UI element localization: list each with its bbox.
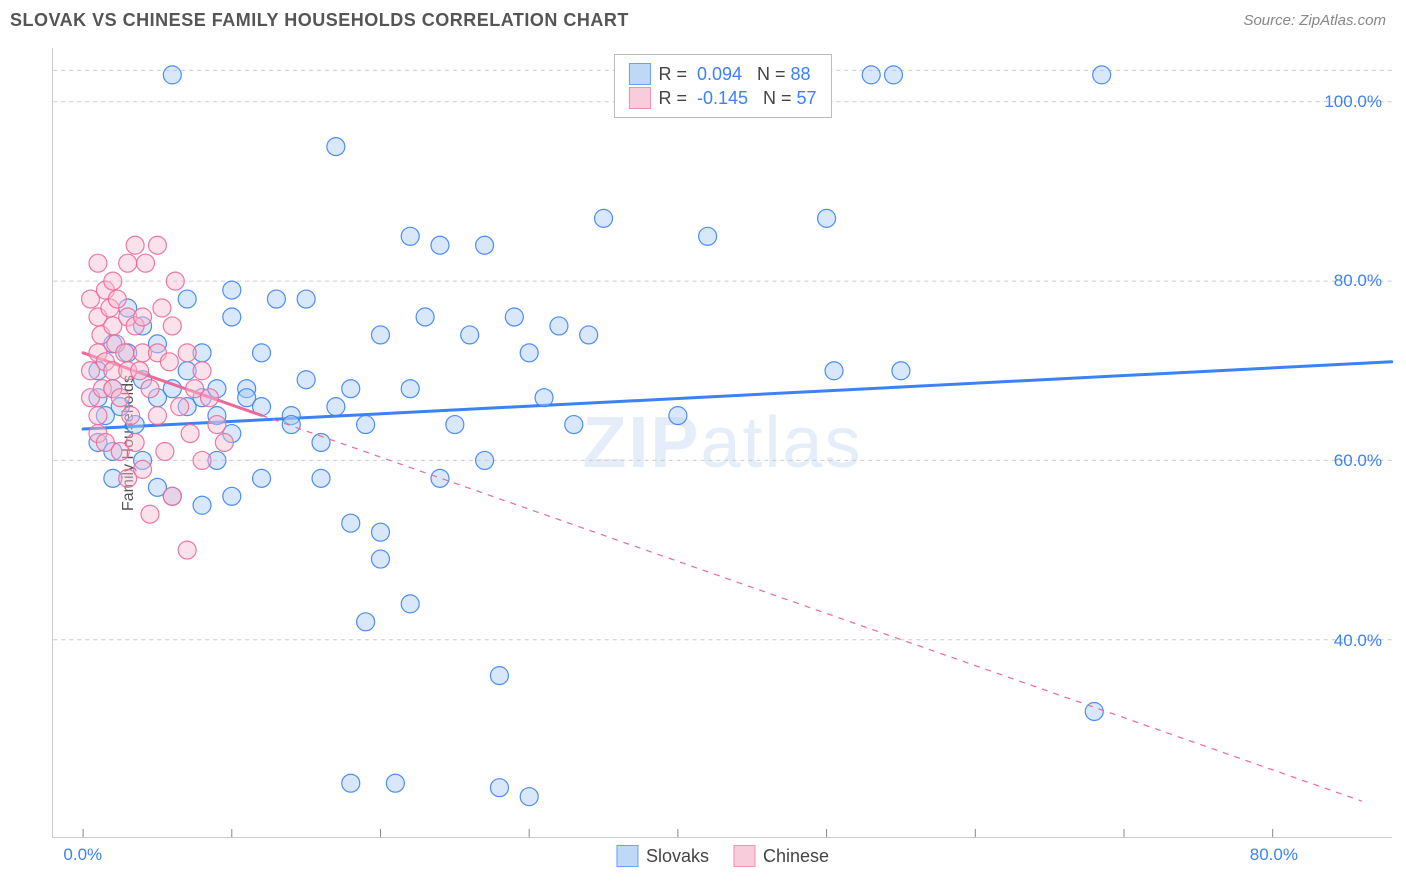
legend-row: R = 0.094 N = 88: [628, 63, 816, 85]
scatter-svg: [53, 48, 1392, 837]
legend-swatch: [616, 845, 638, 867]
correlation-legend: R = 0.094 N = 88R = -0.145 N = 57: [613, 54, 831, 118]
legend-item: Slovaks: [616, 845, 709, 867]
chart-source: Source: ZipAtlas.com: [1243, 12, 1386, 29]
chart-plot-area: Family Households ZIPatlas R = 0.094 N =…: [52, 48, 1392, 838]
legend-item: Chinese: [733, 845, 829, 867]
x-tick-label: 80.0%: [1250, 845, 1298, 865]
legend-swatch: [628, 87, 650, 109]
series-legend: Slovaks Chinese: [616, 845, 829, 867]
legend-swatch: [733, 845, 755, 867]
y-tick-label: 40.0%: [1334, 631, 1382, 651]
legend-label: Slovaks: [646, 846, 709, 867]
y-tick-label: 80.0%: [1334, 271, 1382, 291]
y-tick-label: 60.0%: [1334, 451, 1382, 471]
y-tick-label: 100.0%: [1324, 92, 1382, 112]
legend-label: Chinese: [763, 846, 829, 867]
x-tick-label: 0.0%: [63, 845, 102, 865]
legend-row: R = -0.145 N = 57: [628, 87, 816, 109]
legend-swatch: [628, 63, 650, 85]
chart-title: SLOVAK VS CHINESE FAMILY HOUSEHOLDS CORR…: [10, 10, 629, 31]
